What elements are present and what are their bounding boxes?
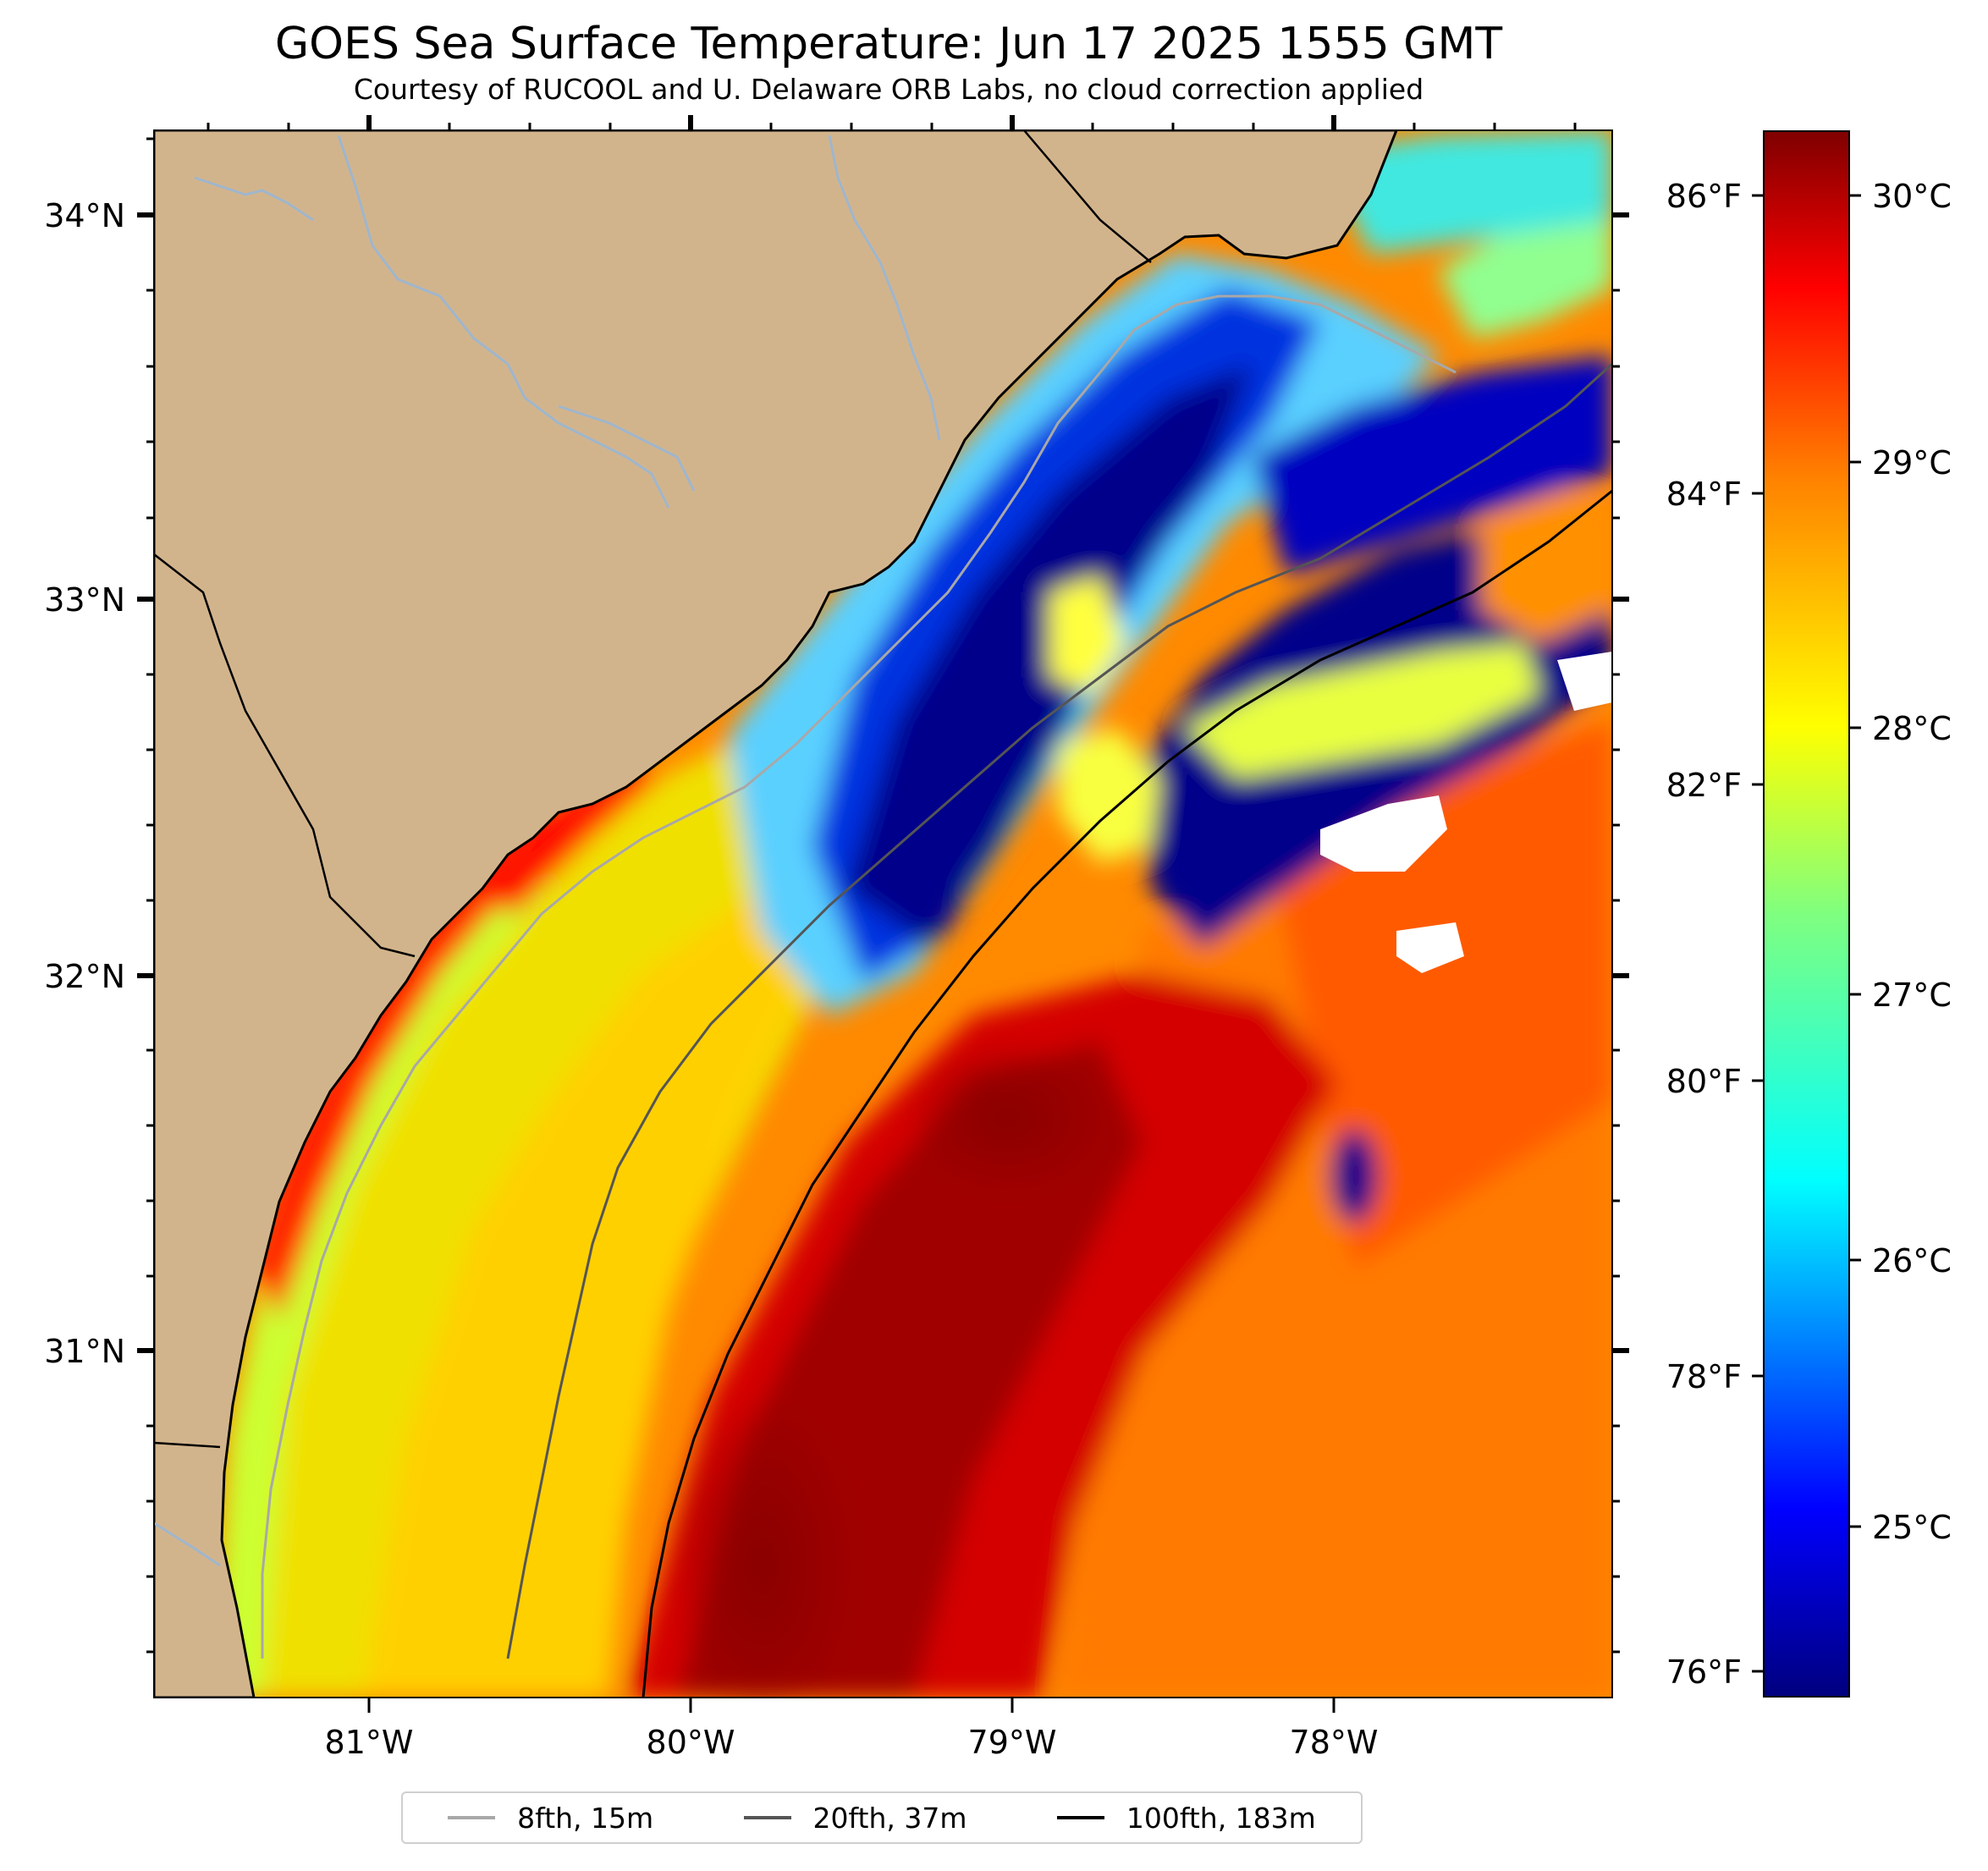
lat-label-32n: 32°N [44, 958, 125, 995]
legend-label-20fth: 20fth, 37m [812, 1801, 967, 1835]
isobath-100fth [642, 489, 1612, 1698]
left-ticks [137, 137, 154, 1654]
legend-line-20fth [743, 1816, 791, 1819]
colorbar-label-78f: 78°F [1666, 1358, 1742, 1395]
legend-item-8fth: 8fth, 15m [448, 1802, 653, 1835]
top-ticks [207, 115, 1577, 130]
colorbar-left-ticks [1752, 194, 1764, 1673]
legend-item-100fth: 100fth, 183m [1056, 1801, 1316, 1835]
map-subtitle: Courtesy of RUCOOL and U. Delaware ORB L… [353, 73, 1424, 106]
colorbar-label-86f: 86°F [1666, 178, 1742, 215]
legend-item-20fth: 20fth, 37m [743, 1801, 967, 1835]
colorbar-label-30c: 30°C [1872, 178, 1952, 215]
right-ticks [1612, 212, 1629, 1654]
lon-label-79w: 79°W [968, 1724, 1057, 1761]
lon-label-78w: 78°W [1290, 1724, 1379, 1761]
isobath-20fth [506, 362, 1612, 1659]
bottom-ticks [367, 1698, 1335, 1713]
state-borders [154, 130, 1152, 1449]
rivers [154, 135, 941, 1567]
lat-label-34n: 34°N [44, 197, 125, 234]
map-title: GOES Sea Surface Temperature: Jun 17 202… [274, 19, 1503, 69]
legend-line-8fth [448, 1816, 496, 1819]
colorbar-label-27c: 27°C [1872, 977, 1952, 1014]
colorbar-label-25c: 25°C [1872, 1509, 1952, 1546]
colorbar-label-26c: 26°C [1872, 1242, 1952, 1279]
isobath-legend: 8fth, 15m 20fth, 37m 100fth, 183m [401, 1791, 1363, 1844]
legend-label-8fth: 8fth, 15m [517, 1801, 654, 1835]
colorbar-label-29c: 29°C [1872, 444, 1952, 482]
legend-label-100fth: 100fth, 183m [1126, 1801, 1316, 1835]
colorbar-label-76f: 76°F [1666, 1654, 1742, 1691]
colorbar-label-28c: 28°C [1872, 710, 1952, 747]
isobath-8fth [261, 294, 1457, 1659]
lat-label-31n: 31°N [44, 1333, 125, 1370]
colorbar [1763, 130, 1850, 1698]
sst-field [154, 130, 1612, 1698]
lon-label-80w: 80°W [647, 1724, 735, 1761]
colorbar-label-84f: 84°F [1666, 476, 1742, 513]
colorbar-label-80f: 80°F [1666, 1063, 1742, 1100]
colorbar-right-ticks [1849, 194, 1861, 1528]
land-mass [154, 130, 1398, 1698]
colorbar-label-82f: 82°F [1666, 767, 1742, 804]
lon-label-81w: 81°W [325, 1724, 414, 1761]
lat-label-33n: 33°N [44, 581, 125, 619]
legend-line-100fth [1056, 1816, 1104, 1819]
